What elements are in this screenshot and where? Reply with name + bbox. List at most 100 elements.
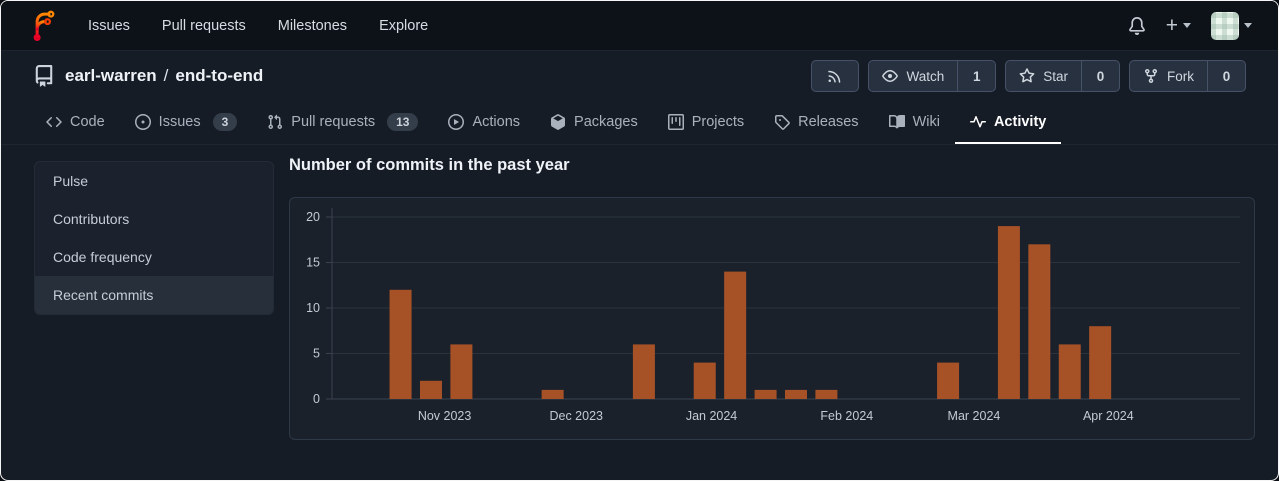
notifications-button[interactable]	[1128, 16, 1146, 35]
tag-icon	[775, 114, 790, 130]
x-tick-label: Nov 2023	[418, 409, 472, 423]
chevron-down-icon	[1244, 23, 1252, 28]
star-icon	[1019, 68, 1035, 83]
repo-title-separator: /	[163, 66, 169, 85]
navbar-right: +	[1128, 11, 1252, 40]
pull-request-icon	[268, 114, 283, 129]
watch-count[interactable]: 1	[957, 61, 995, 91]
commit-bar	[1028, 244, 1051, 399]
star-label: Star	[1043, 68, 1068, 84]
sidebar-item-pulse[interactable]: Pulse	[53, 173, 89, 189]
tab-wiki[interactable]: Wiki	[874, 101, 955, 144]
tab-projects[interactable]: Projects	[653, 101, 759, 144]
tab-label: Issues	[158, 113, 201, 130]
nav-link-pull-requests[interactable]: Pull requests	[161, 17, 246, 34]
issue-circle-icon	[134, 113, 151, 130]
star-count[interactable]: 0	[1081, 61, 1119, 91]
top-navbar: Issues Pull requests Milestones Explore …	[1, 1, 1278, 51]
commit-bar	[784, 389, 807, 399]
tab-actions[interactable]: Actions	[433, 101, 535, 144]
sidebar-item-code-frequency[interactable]: Code frequency	[53, 249, 152, 265]
repo-book-icon	[35, 65, 53, 87]
repo-header: earl-warren / end-to-end Watch 1 Star 0	[1, 51, 1278, 101]
commits-chart-panel: 0 5 10 15 20 Nov 2023 Dec 2023 Jan 2024 Feb 2024…	[289, 197, 1255, 440]
tab-label: Code	[70, 113, 105, 130]
repo-owner-link[interactable]: earl-warren	[65, 66, 157, 85]
nav-link-issues[interactable]: Issues	[88, 17, 130, 34]
commit-bar	[754, 389, 777, 399]
x-tick-label: Mar 2024	[948, 409, 1001, 423]
x-tick-label: Jan 2024	[686, 409, 737, 423]
code-icon	[46, 116, 62, 127]
book-icon	[888, 114, 905, 128]
forgejo-logo-icon[interactable]	[29, 10, 59, 42]
git-fork-icon	[1145, 69, 1157, 84]
tab-activity[interactable]: Activity	[954, 101, 1062, 144]
navbar-links: Issues Pull requests Milestones Explore	[72, 1, 444, 51]
tab-label: Packages	[574, 113, 638, 130]
rss-button[interactable]	[811, 60, 860, 92]
activity-side-menu: Pulse Contributors Code frequency Recent…	[34, 161, 274, 315]
x-tick-label: Feb 2024	[820, 409, 873, 423]
tab-label: Pull requests	[291, 113, 376, 130]
y-tick-label: 5	[313, 347, 320, 361]
commit-bar	[724, 271, 747, 399]
commit-bar	[693, 362, 716, 399]
bell-icon	[1128, 16, 1145, 35]
commit-bar	[815, 389, 838, 399]
repo-name-link[interactable]: end-to-end	[175, 66, 264, 85]
chevron-down-icon	[1183, 23, 1191, 28]
repo-title: earl-warren / end-to-end	[65, 66, 263, 86]
tab-label: Activity	[993, 113, 1047, 130]
tab-label: Actions	[472, 113, 521, 130]
avatar	[1211, 11, 1239, 40]
repo-tabs: Code Issues 3 Pull requests 13 Actions P…	[1, 101, 1278, 145]
pull-requests-count-badge: 13	[387, 112, 419, 131]
user-menu[interactable]	[1211, 11, 1252, 40]
play-circle-icon	[448, 113, 465, 130]
fork-button[interactable]: Fork 0	[1129, 60, 1246, 92]
commit-bar	[389, 289, 412, 399]
fork-count[interactable]: 0	[1207, 61, 1245, 91]
y-tick-label: 15	[306, 256, 320, 270]
y-tick-label: 10	[306, 301, 320, 315]
activity-content: Pulse Contributors Code frequency Recent…	[1, 145, 1278, 480]
fork-label: Fork	[1167, 68, 1194, 84]
plus-icon: +	[1165, 13, 1178, 37]
commit-bar	[541, 389, 564, 399]
commit-bar	[1058, 344, 1081, 399]
package-icon	[551, 113, 566, 130]
rss-icon	[828, 70, 841, 83]
create-new-dropdown[interactable]: +	[1165, 13, 1191, 37]
pulse-icon	[969, 115, 986, 127]
tab-label: Wiki	[912, 113, 940, 130]
y-tick-label: 0	[313, 392, 320, 406]
repo-actions: Watch 1 Star 0 Fork 0	[811, 60, 1246, 92]
project-board-icon	[667, 113, 684, 130]
watch-button[interactable]: Watch 1	[868, 60, 997, 92]
commit-bar	[1089, 326, 1112, 399]
eye-icon	[882, 70, 899, 82]
chart-title: Number of commits in the past year	[289, 156, 570, 174]
sidebar-item-contributors[interactable]: Contributors	[53, 211, 130, 227]
tab-label: Releases	[798, 113, 859, 130]
issues-count-badge: 3	[212, 112, 238, 131]
watch-label: Watch	[906, 68, 945, 84]
tab-issues[interactable]: Issues 3	[120, 101, 253, 144]
commit-bar	[632, 344, 655, 399]
nav-link-explore[interactable]: Explore	[379, 17, 429, 34]
tab-code[interactable]: Code	[31, 101, 120, 144]
nav-link-milestones[interactable]: Milestones	[277, 17, 348, 34]
x-tick-label: Apr 2024	[1083, 409, 1134, 423]
tab-label: Projects	[691, 113, 745, 130]
commit-bar	[997, 226, 1020, 399]
star-button[interactable]: Star 0	[1005, 60, 1120, 92]
tab-releases[interactable]: Releases	[759, 101, 873, 144]
commits-bar-chart: 0 5 10 15 20 Nov 2023 Dec 2023 Jan 2024 Feb 2024…	[306, 208, 1240, 423]
sidebar-item-recent-commits[interactable]: Recent commits	[35, 276, 273, 314]
tab-packages[interactable]: Packages	[535, 101, 653, 144]
commit-bar	[419, 380, 442, 399]
commit-bar	[450, 344, 473, 399]
tab-pull-requests[interactable]: Pull requests 13	[252, 101, 433, 144]
